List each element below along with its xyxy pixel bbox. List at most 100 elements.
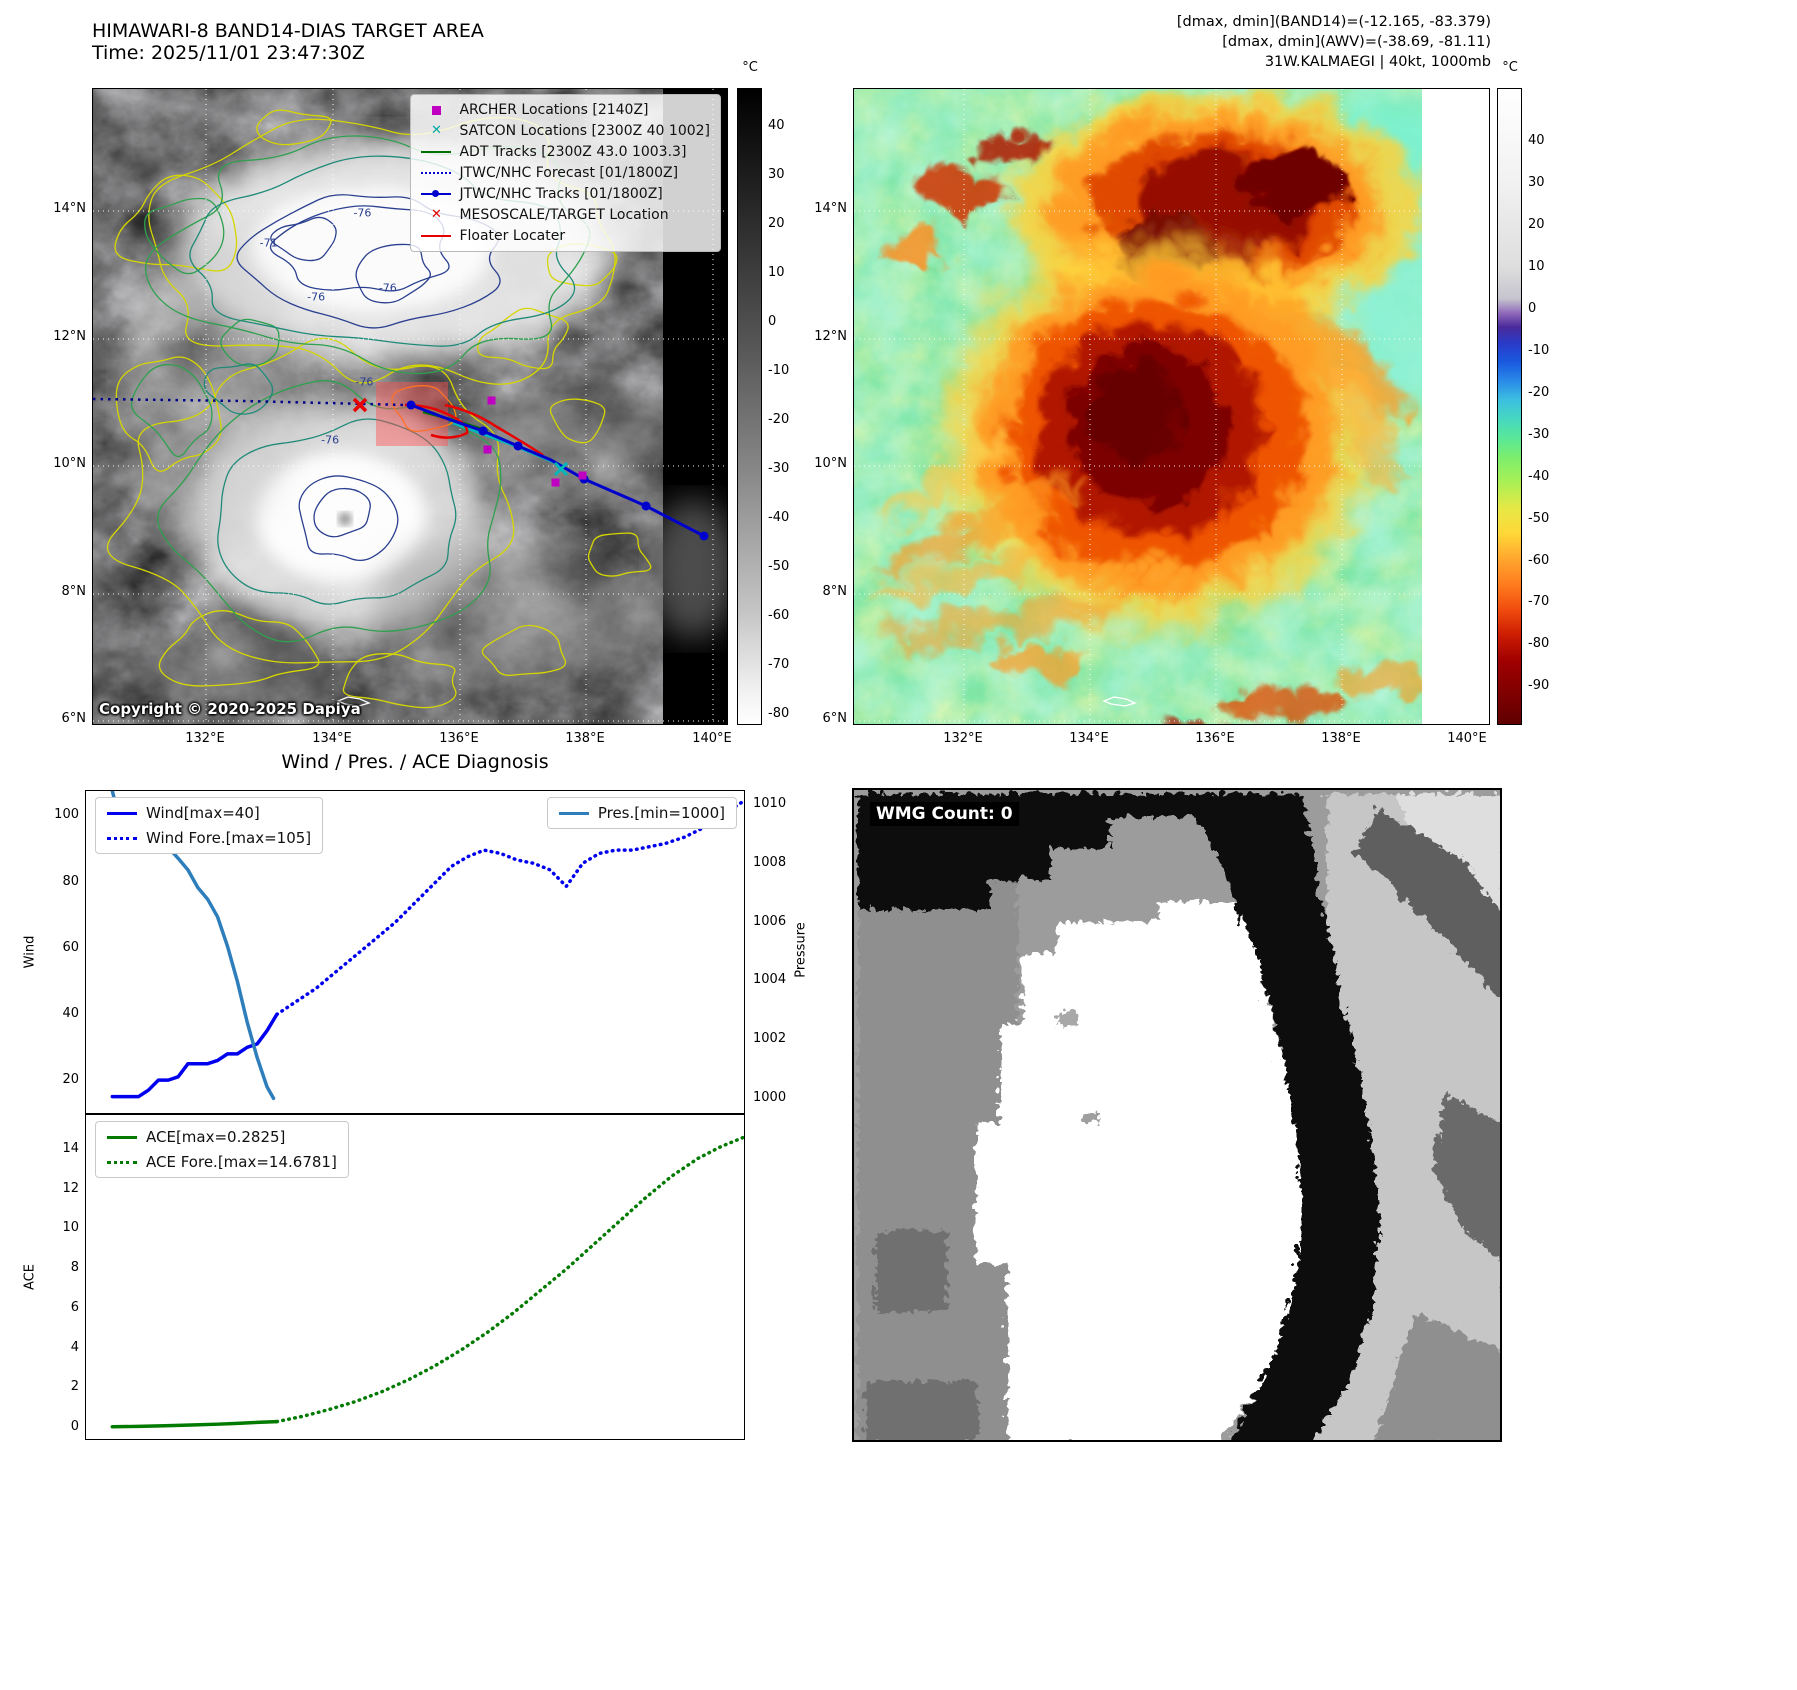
legend-label: SATCON Locations [2300Z 40 1002] [459, 123, 710, 139]
archer-location-markers [483, 396, 587, 487]
band14-legend: ARCHER Locations [2140Z] ✕ SATCON Location… [410, 94, 721, 252]
contour-label: -76 [353, 206, 372, 220]
colorbar-tick-label: 30 [1528, 175, 1545, 191]
chart-legend-item: Pres.[min=1000] [558, 804, 725, 822]
line-dot-marker-icon [421, 188, 452, 200]
chart-legend-label: Wind Fore.[max=105] [146, 829, 312, 847]
lon-tick-label: 134°E [312, 731, 352, 746]
lat-tick-label: 10°N [53, 456, 86, 471]
contour-label: -76 [321, 433, 340, 447]
lon-tick-label: 138°E [565, 731, 605, 746]
lat-tick-label: 8°N [822, 584, 848, 599]
y-tick-label: 6 [70, 1299, 79, 1315]
colorbar-tick-label: -90 [1528, 678, 1550, 694]
colorbar-tick-label: -70 [768, 657, 790, 673]
awv-panel-header: [dmax, dmin](BAND14)=(-12.165, -83.379) … [900, 12, 1491, 72]
y-tick-label: 1008 [753, 854, 787, 870]
y-tick-label: 1002 [753, 1031, 787, 1047]
chart-legend-label: Wind[max=40] [146, 804, 260, 822]
lon-tick-label: 138°E [1321, 731, 1361, 746]
y-tick-label: 40 [62, 1005, 79, 1021]
y-tick-label: 14 [62, 1140, 79, 1156]
wmg-count-label: WMG Count: 0 [870, 802, 1019, 826]
colorbar-tick-label: -50 [768, 559, 790, 575]
colorbar-tick-label: -70 [1528, 594, 1550, 610]
series-line [110, 1012, 279, 1099]
y-tick-label: 10 [62, 1220, 79, 1236]
chart-legend-item: Wind Fore.[max=105] [107, 829, 311, 847]
lat-tick-label: 12°N [53, 329, 86, 344]
square-marker-icon [421, 104, 451, 116]
awv-satellite-image [854, 89, 1489, 724]
wmg-regions [854, 790, 1500, 1440]
chart-legend-label: Pres.[min=1000] [597, 804, 725, 822]
colorbar-tick-label: -40 [1528, 468, 1550, 484]
legend-item: ✕ MESOSCALE/TARGET Location [421, 206, 710, 224]
x-bold-marker-icon: ✕ [431, 207, 442, 222]
chart-legend-item: Wind[max=40] [107, 804, 311, 822]
colorbar-tick-label: -10 [1528, 343, 1550, 359]
island-outline [1102, 696, 1137, 707]
wmg-image [854, 790, 1500, 1440]
line-marker-icon [421, 230, 452, 242]
lat-tick-label: 6°N [822, 711, 848, 726]
storm-tracks [93, 382, 709, 541]
colorbar-tick-label: 0 [768, 314, 777, 330]
ace-axis-label: ACE [22, 1264, 38, 1290]
solid-line-marker-icon [107, 1135, 137, 1139]
y-tick-label: 1006 [753, 913, 787, 929]
lon-tick-label: 132°E [943, 731, 983, 746]
colorbar-tick-label: -40 [768, 510, 790, 526]
contour-label: -71 [259, 236, 278, 250]
colorbar-tick-label: -30 [768, 461, 790, 477]
legend-label: JTWC/NHC Tracks [01/1800Z] [459, 186, 663, 202]
legend-item: ADT Tracks [2300Z 43.0 1003.3] [421, 143, 710, 161]
pressure-axis-label: Pressure [793, 922, 809, 978]
lat-tick-label: 6°N [61, 711, 87, 726]
colorbar-tick-label: 0 [1528, 301, 1537, 317]
awv-colorbar [1497, 88, 1522, 725]
lat-tick-label: 12°N [814, 329, 847, 344]
mesoscale-target-x-marker [352, 397, 368, 413]
colorbar-tick-label: -20 [1528, 384, 1550, 400]
contour-label: -76 [355, 375, 374, 389]
y-tick-label: 2 [70, 1379, 79, 1395]
jtwc-forecast-line [93, 397, 409, 407]
chart-legend-item: ACE[max=0.2825] [107, 1128, 337, 1146]
chart-legend-item: ACE Fore.[max=14.6781] [107, 1153, 337, 1171]
colorbar-tick-label: 20 [1528, 217, 1545, 233]
lat-tick-label: 14°N [53, 201, 86, 216]
dmax-dmin-awv: [dmax, dmin](AWV)=(-38.69, -81.11) [1222, 34, 1491, 50]
legend-item: ✕ SATCON Locations [2300Z 40 1002] [421, 122, 710, 140]
colorbar-tick-label: -50 [1528, 510, 1550, 526]
wind-axis-label: Wind [22, 935, 38, 969]
lon-tick-label: 140°E [692, 731, 732, 746]
latlon-grid [854, 89, 1489, 724]
ace-plot-area [110, 1135, 744, 1429]
band14-colorbar [737, 88, 762, 725]
series-line [275, 1135, 744, 1424]
dmax-dmin-band14: [dmax, dmin](BAND14)=(-12.165, -83.379) [1176, 14, 1491, 30]
lon-tick-label: 134°E [1069, 731, 1109, 746]
chart-legend-label: ACE Fore.[max=14.6781] [146, 1153, 337, 1171]
pressure-legend: Pres.[min=1000] [546, 797, 737, 829]
band14-colorbar-unit: °C [742, 60, 758, 75]
band14-map: ARCHER Locations [2140Z] ✕ SATCON Location… [92, 88, 728, 725]
dotted-marker-icon [421, 167, 452, 179]
legend-item: ARCHER Locations [2140Z] [421, 101, 710, 119]
legend-label: ADT Tracks [2300Z 43.0 1003.3] [459, 144, 687, 160]
colorbar-tick-label: -10 [768, 363, 790, 379]
y-tick-label: 1010 [753, 795, 787, 811]
legend-label: Floater Locater [459, 228, 566, 244]
colorbar-tick-label: 40 [1528, 133, 1545, 149]
ace-legend: ACE[max=0.2825] ACE Fore.[max=14.6781] [95, 1121, 349, 1178]
satcon-x-marker [553, 461, 569, 477]
contour-label: -76 [378, 281, 397, 295]
dotted-line-marker-icon [107, 1160, 137, 1164]
contour-label: -76 [307, 290, 326, 304]
y-tick-label: 1000 [753, 1090, 787, 1106]
legend-label: ARCHER Locations [2140Z] [459, 102, 649, 118]
line-marker-icon [421, 146, 452, 158]
diagnosis-title: Wind / Pres. / ACE Diagnosis [281, 751, 549, 773]
